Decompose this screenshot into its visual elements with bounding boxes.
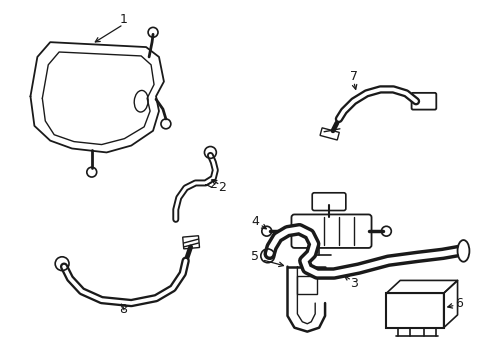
Bar xyxy=(297,276,317,294)
Text: 6: 6 xyxy=(455,297,463,310)
Text: 2: 2 xyxy=(209,179,217,192)
Text: 3: 3 xyxy=(349,277,357,290)
Text: 7: 7 xyxy=(349,70,357,83)
Text: 8: 8 xyxy=(119,303,127,316)
Text: 2: 2 xyxy=(218,181,226,194)
Ellipse shape xyxy=(458,242,468,260)
Bar xyxy=(183,236,199,249)
Bar xyxy=(320,128,339,140)
Text: 1: 1 xyxy=(119,13,127,26)
Bar xyxy=(386,293,443,328)
Text: 4: 4 xyxy=(250,215,258,228)
Text: 5: 5 xyxy=(250,250,258,263)
